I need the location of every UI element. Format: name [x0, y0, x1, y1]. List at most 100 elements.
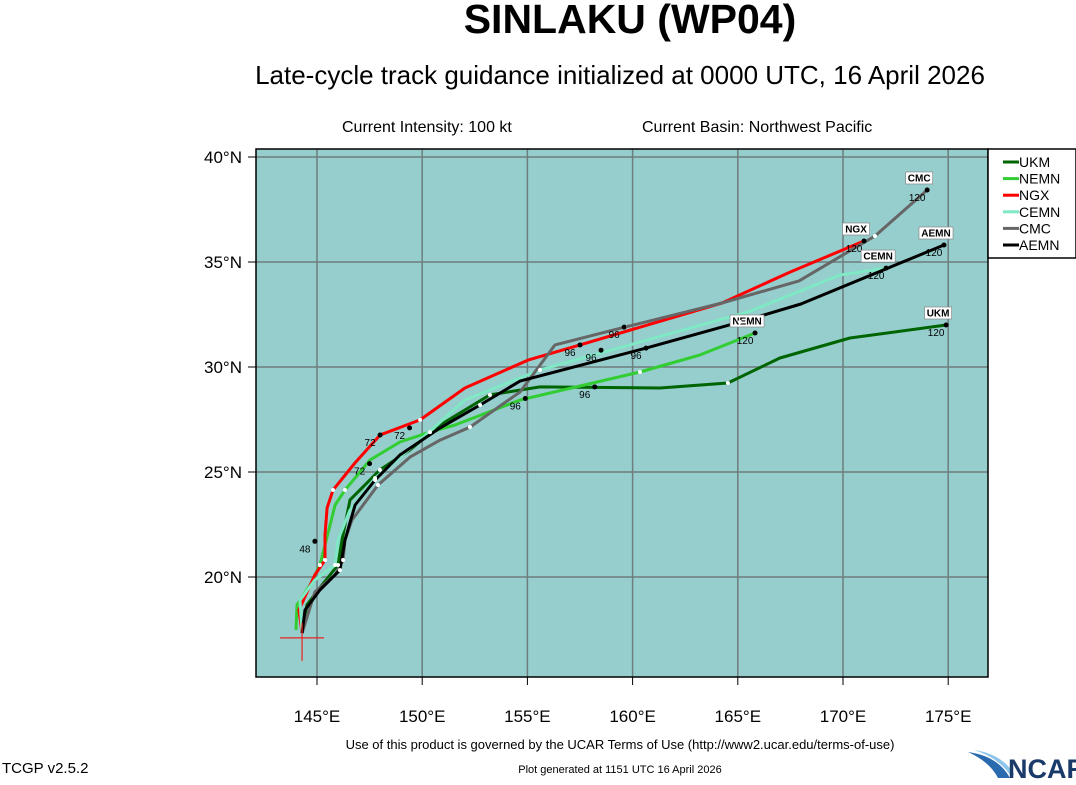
track-point-marker — [478, 403, 483, 408]
track-ngx — [297, 239, 865, 634]
current-intensity: Current Intensity: 100 kt — [342, 119, 512, 136]
legend-label-cmc: CMC — [1019, 220, 1051, 236]
forecast-hour-label: 72 — [365, 438, 377, 449]
lon-tick-label: 160°E — [609, 707, 656, 726]
lon-tick-label: 145°E — [294, 707, 341, 726]
track-end-tag-box — [924, 306, 952, 320]
forecast-hour-label: 72 — [394, 431, 406, 442]
track-point-marker — [737, 320, 742, 325]
track-point-marker — [373, 477, 378, 482]
track-point-marker — [427, 430, 432, 435]
track-point-marker — [725, 380, 730, 385]
forecast-hour-dot — [522, 396, 528, 401]
forecast-hour-label: 96 — [609, 330, 621, 341]
lat-tick-label: 40°N — [204, 148, 242, 167]
lat-tick-label: 25°N — [204, 463, 242, 482]
track-point-marker — [377, 467, 382, 472]
forecast-hour-dot — [598, 347, 604, 353]
forecast-hour-label: 96 — [510, 402, 522, 413]
legend-label-ngx: NGX — [1019, 187, 1050, 203]
forecast-hour-label: 96 — [585, 353, 597, 364]
lat-tick-label: 20°N — [204, 568, 242, 587]
lon-tick-label: 175°E — [925, 707, 972, 726]
track-end-tag-box — [905, 171, 934, 185]
forecast-hour-label: 120 — [909, 193, 926, 204]
track-point-marker — [487, 392, 492, 397]
forecast-hour-dot — [752, 330, 758, 336]
forecast-hour-dot — [861, 238, 867, 244]
lon-tick-label: 155°E — [504, 707, 551, 726]
forecast-hour-dot — [577, 342, 583, 348]
track-end-tag: CEMN — [863, 252, 892, 263]
forecast-hour-dot — [941, 242, 947, 248]
legend-label-aemn: AEMN — [1019, 237, 1059, 253]
forecast-hour-dot — [643, 345, 649, 351]
ocean-background — [256, 149, 988, 677]
track-end-tag: AEMN — [921, 228, 950, 239]
track-end-tag-box — [842, 222, 870, 236]
axis-ticks: 145°E 150°E 155°E 160°E 165°E 170°E 175°E 40°N 3… — [204, 148, 971, 726]
forecast-hour-dot — [621, 324, 627, 330]
lon-tick-label: 170°E — [820, 707, 867, 726]
forecast-hour-label: 96 — [564, 348, 576, 359]
forecast-hour-dot — [407, 425, 413, 431]
track-point-marker — [317, 563, 322, 568]
forecast-hour-label: 120 — [846, 244, 863, 255]
map-frame — [255, 148, 989, 678]
track-point-marker — [337, 568, 342, 573]
forecast-hour-label: 120 — [928, 328, 945, 339]
forecast-hour-dot — [367, 461, 373, 467]
track-point-marker — [467, 425, 472, 430]
track-point-marker — [341, 557, 346, 562]
forecast-hour-dot — [943, 322, 949, 328]
marks-layer: 96120UKM487296120NEMN7296120NGX96120CEMN… — [280, 171, 954, 661]
generated-time: Plot generated at 1151 UTC 16 April 2026 — [518, 764, 722, 776]
lat-tick-label: 30°N — [204, 358, 242, 377]
track-end-tag-box — [860, 249, 896, 263]
track-point-marker — [330, 488, 335, 493]
track-point-marker — [376, 483, 381, 488]
legend-box — [987, 148, 1076, 259]
forecast-hour-label: 48 — [299, 544, 311, 555]
forecast-hour-label: 120 — [737, 336, 754, 347]
track-point-marker — [418, 417, 423, 422]
track-end-tag: UKM — [927, 309, 950, 320]
lon-tick-label: 165°E — [715, 707, 762, 726]
terms-of-use: Use of this product is governed by the U… — [345, 737, 895, 752]
forecast-hour-dot — [592, 384, 598, 390]
current-basin: Current Basin: Northwest Pacific — [642, 119, 873, 136]
version-label: TCGP v2.5.2 — [2, 760, 89, 777]
track-point-marker — [538, 367, 543, 372]
legend-label-ukm: UKM — [1019, 154, 1050, 170]
subtitle: Late-cycle track guidance initialized at… — [255, 60, 985, 90]
forecast-hour-label: 120 — [868, 271, 885, 282]
lat-tick-label: 35°N — [204, 253, 242, 272]
track-end-tag-box — [729, 314, 765, 328]
ncar-logo: NCAR — [968, 750, 1076, 784]
track-point-marker — [333, 563, 338, 568]
track-point-marker — [322, 557, 327, 562]
track-aemn — [300, 243, 945, 634]
ncar-logo-graphic: NCAR — [968, 750, 1076, 784]
track-point-marker — [872, 233, 877, 238]
track-point-marker — [637, 370, 642, 375]
forecast-hour-dot — [883, 265, 889, 271]
forecast-hour-label: 120 — [926, 248, 943, 259]
legend-label-nemn: NEMN — [1019, 171, 1060, 187]
track-end-tag: CMC — [908, 173, 931, 184]
forecast-hour-label: 96 — [579, 390, 591, 401]
track-point-marker — [342, 488, 347, 493]
track-end-tag-box — [918, 226, 954, 240]
forecast-hour-label: 96 — [631, 351, 643, 362]
svg-text:NCAR: NCAR — [1008, 754, 1076, 780]
forecast-hour-label: 72 — [354, 467, 366, 478]
track-end-tag: NEMN — [732, 316, 761, 327]
lon-tick-label: 150°E — [399, 707, 446, 726]
forecast-hour-dot — [924, 187, 930, 193]
legend-label-cemn: CEMN — [1019, 204, 1060, 220]
track-point-marker — [336, 563, 341, 568]
forecast-hour-dot — [312, 538, 318, 544]
forecast-hour-dot — [377, 432, 383, 438]
